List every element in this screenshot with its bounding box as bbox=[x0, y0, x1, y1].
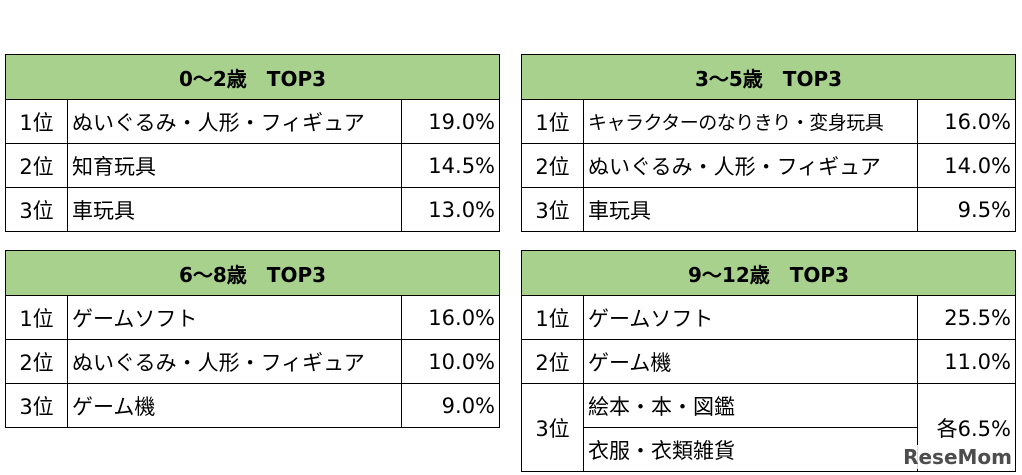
item-cell: ぬいぐるみ・人形・フィギュア bbox=[67, 339, 402, 384]
ranking-table-9-12: 9～12歳 TOP3 1位 ゲームソフト 25.5% 2位 ゲーム機 11.0%… bbox=[521, 250, 1016, 472]
resemom-logo: ReseMom bbox=[901, 445, 1014, 469]
rank-cell: 3位 bbox=[5, 383, 68, 428]
item-cell: キャラクターのなりきり・変身玩具 bbox=[583, 99, 918, 144]
item-cell: 車玩具 bbox=[67, 187, 402, 232]
item-cell: ぬいぐるみ・人形・フィギュア bbox=[67, 99, 402, 144]
item-cell: ゲーム機 bbox=[67, 383, 402, 428]
percent-cell: 13.0% bbox=[400, 187, 501, 232]
table-row: 2位 知育玩具 14.5% bbox=[5, 143, 501, 188]
item-cell: 衣服・衣類雑貨 bbox=[583, 427, 918, 472]
item-cell: ぬいぐるみ・人形・フィギュア bbox=[583, 143, 918, 188]
percent-cell: 14.0% bbox=[916, 143, 1017, 188]
ranking-table-6-8: 6～8歳 TOP3 1位 ゲームソフト 16.0% 2位 ぬいぐるみ・人形・フィ… bbox=[4, 250, 501, 428]
table-title: 3～5歳 TOP3 bbox=[520, 54, 1017, 100]
percent-cell: 16.0% bbox=[400, 295, 501, 340]
percent-cell: 10.0% bbox=[400, 339, 501, 384]
ranking-table-0-2: 0～2歳 TOP3 1位 ぬいぐるみ・人形・フィギュア 19.0% 2位 知育玩… bbox=[4, 54, 501, 232]
percent-cell: 11.0% bbox=[917, 339, 1016, 384]
table-row: 3位 絵本・本・図鑑 各6.5% bbox=[521, 383, 1016, 472]
percent-cell: 9.0% bbox=[400, 383, 501, 428]
table-row: 2位 ぬいぐるみ・人形・フィギュア 14.0% bbox=[521, 143, 1017, 188]
rank-cell: 1位 bbox=[5, 99, 68, 144]
rank-cell: 1位 bbox=[521, 295, 584, 340]
rank-cell: 2位 bbox=[5, 143, 68, 188]
ranking-table-3-5: 3～5歳 TOP3 1位 キャラクターのなりきり・変身玩具 16.0% 2位 ぬ… bbox=[520, 54, 1017, 232]
item-cell: 車玩具 bbox=[583, 187, 918, 232]
percent-cell: 19.0% bbox=[400, 99, 501, 144]
table-row: 1位 ゲームソフト 25.5% bbox=[521, 295, 1016, 340]
table-row: 1位 キャラクターのなりきり・変身玩具 16.0% bbox=[521, 99, 1017, 144]
percent-cell: 14.5% bbox=[400, 143, 501, 188]
percent-cell: 9.5% bbox=[916, 187, 1017, 232]
item-cell: ゲームソフト bbox=[67, 295, 402, 340]
table-row: 2位 ぬいぐるみ・人形・フィギュア 10.0% bbox=[5, 339, 501, 384]
table-row: 3位 ゲーム機 9.0% bbox=[5, 383, 501, 428]
table-title: 0～2歳 TOP3 bbox=[4, 54, 501, 100]
table-row: 3位 車玩具 13.0% bbox=[5, 187, 501, 232]
item-cell: ゲームソフト bbox=[583, 295, 918, 340]
rank-cell: 3位 bbox=[521, 187, 584, 232]
item-cell: 知育玩具 bbox=[67, 143, 402, 188]
table-row: 3位 車玩具 9.5% bbox=[521, 187, 1017, 232]
rank-cell: 2位 bbox=[5, 339, 68, 384]
percent-cell: 25.5% bbox=[917, 295, 1016, 340]
table-row: 1位 ゲームソフト 16.0% bbox=[5, 295, 501, 340]
table-title: 9～12歳 TOP3 bbox=[521, 250, 1016, 296]
rank-cell: 1位 bbox=[521, 99, 584, 144]
item-cell: ゲーム機 bbox=[583, 339, 918, 384]
item-cell: 絵本・本・図鑑 bbox=[583, 383, 918, 428]
table-row: 衣服・衣類雑貨 bbox=[522, 427, 1016, 472]
table-title: 6～8歳 TOP3 bbox=[4, 250, 501, 296]
table-row: 2位 ゲーム機 11.0% bbox=[521, 339, 1016, 384]
table-row: 1位 ぬいぐるみ・人形・フィギュア 19.0% bbox=[5, 99, 501, 144]
rank-cell: 3位 bbox=[521, 383, 584, 472]
rank-cell: 3位 bbox=[5, 187, 68, 232]
rank-cell: 2位 bbox=[521, 143, 584, 188]
rank-cell: 2位 bbox=[521, 339, 584, 384]
rank-cell: 1位 bbox=[5, 295, 68, 340]
percent-cell: 16.0% bbox=[916, 99, 1017, 144]
